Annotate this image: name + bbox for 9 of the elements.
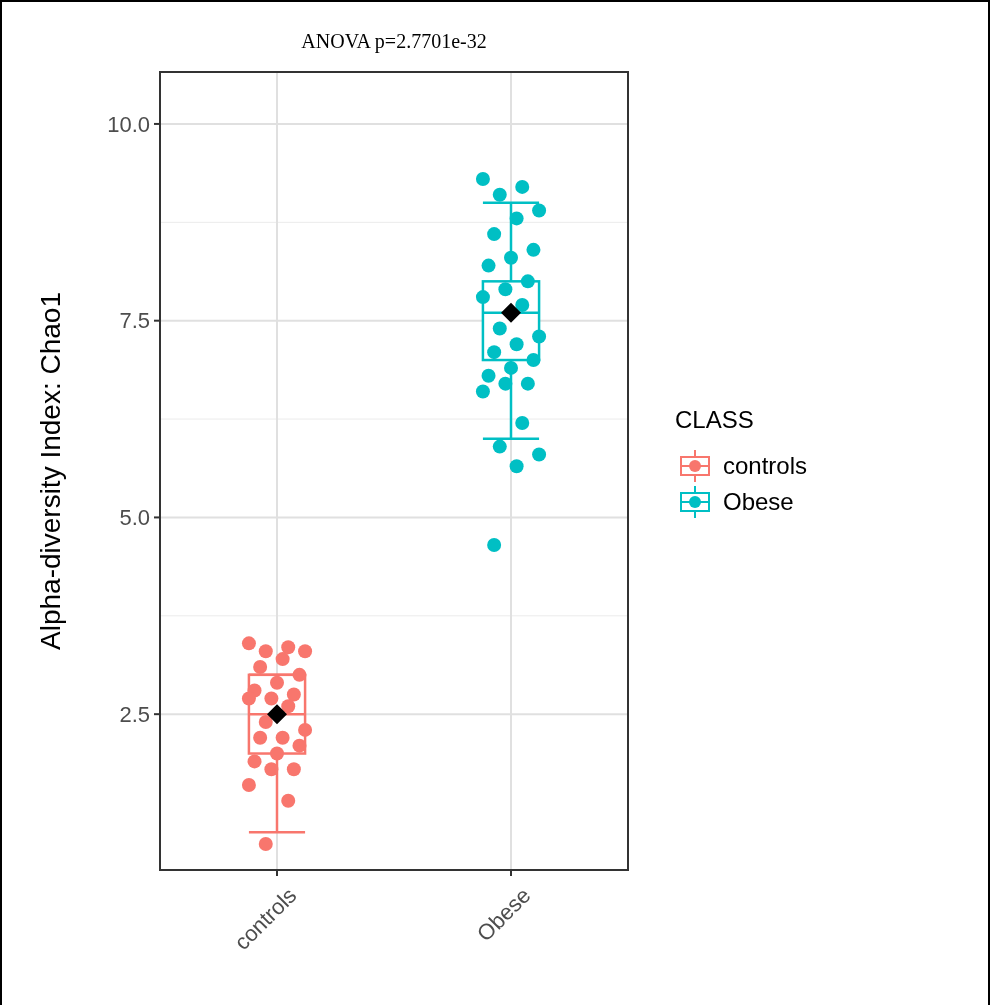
legend-label: Obese [723, 488, 794, 516]
y-tick-label: 10.0 [107, 111, 150, 137]
legend-title: CLASS [675, 406, 754, 433]
chart-title: ANOVA p=2.7701e-32 [301, 30, 487, 53]
y-tick-label: 5.0 [119, 505, 150, 531]
y-tick-label: 7.5 [119, 308, 150, 334]
y-axis-title: Alpha-diversity Index: Chao1 [35, 292, 66, 650]
y-tick-label: 2.5 [119, 701, 150, 727]
legend-label: controls [723, 452, 808, 480]
